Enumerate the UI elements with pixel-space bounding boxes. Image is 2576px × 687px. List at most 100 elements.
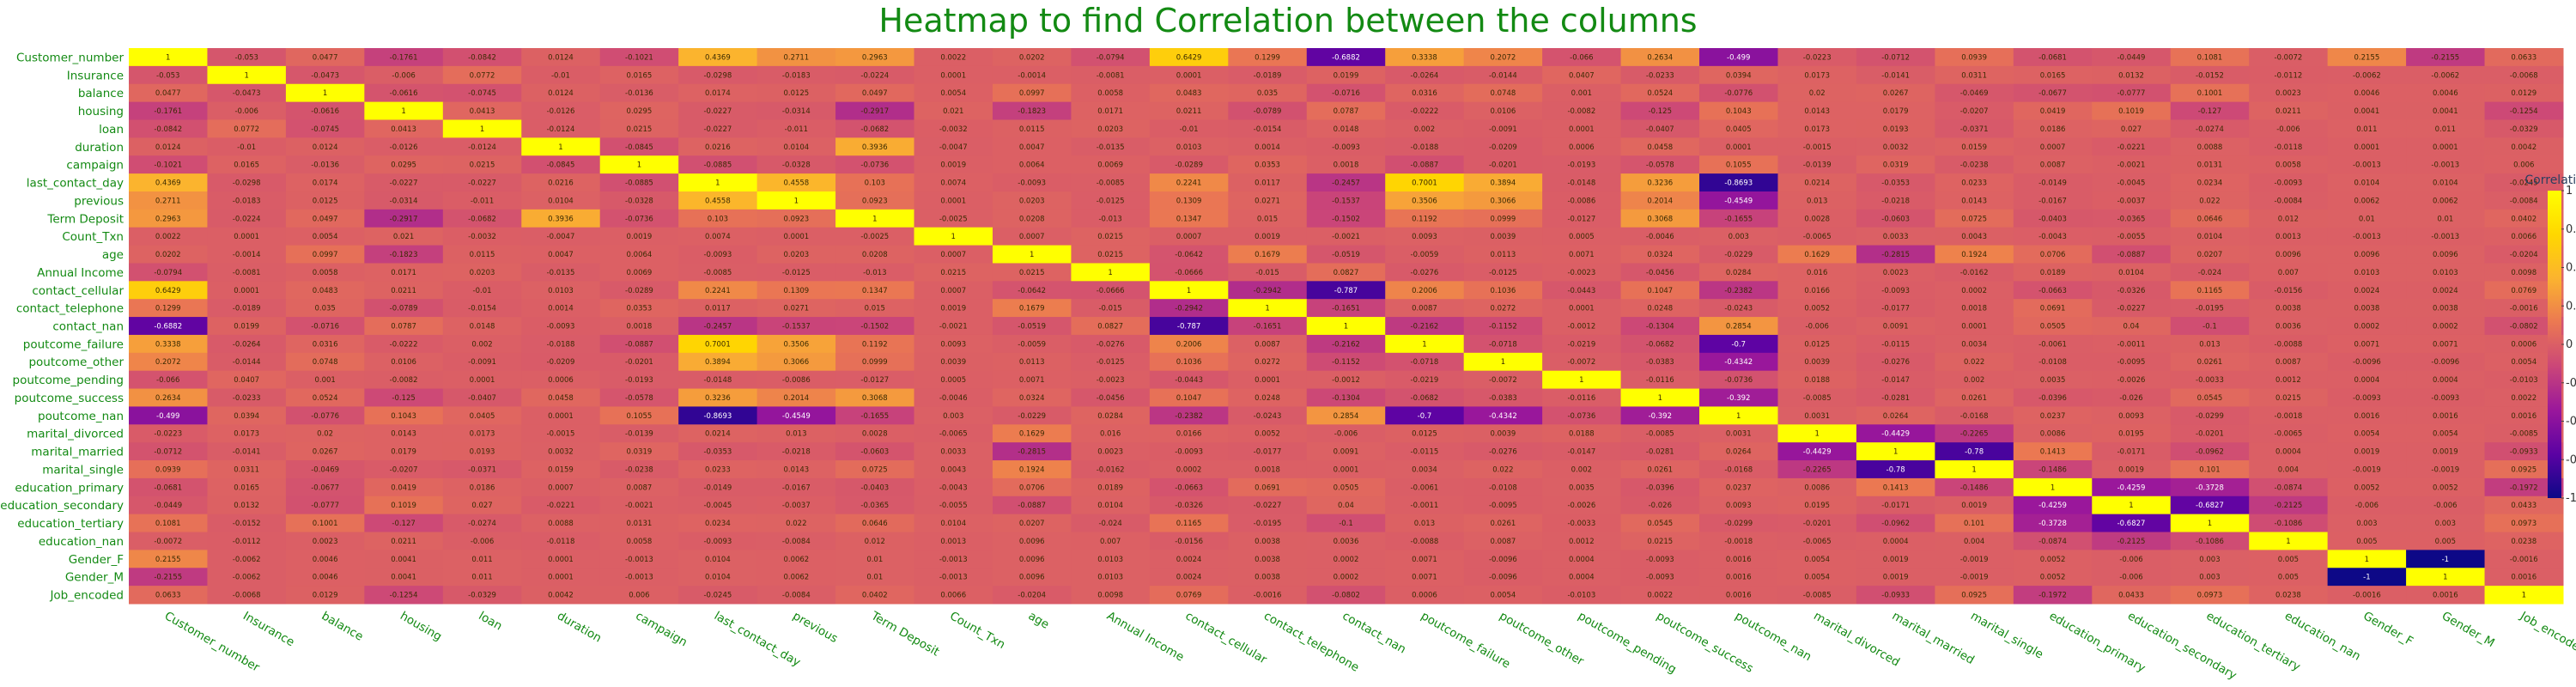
cell-value-label: 0.011	[471, 556, 492, 564]
heatmap-cell	[364, 281, 444, 300]
heatmap-cell	[1228, 281, 1308, 300]
cell-value-label: 0.0019	[1255, 233, 1280, 241]
cell-value-label: -0.0209	[547, 358, 575, 367]
heatmap-cell	[442, 568, 522, 587]
heatmap-cell	[1228, 83, 1308, 103]
heatmap-cell	[1463, 388, 1543, 407]
cell-value-label: -0.0139	[1803, 161, 1832, 170]
cell-value-label: 0.0074	[705, 233, 731, 241]
heatmap-cell	[1935, 424, 2014, 443]
heatmap-cell	[1542, 514, 1622, 533]
cell-value-label: -0.0677	[311, 483, 339, 492]
row-label: age	[102, 248, 124, 262]
heatmap-cell	[2484, 191, 2564, 210]
heatmap-cell	[2406, 155, 2486, 174]
heatmap-cell	[1856, 370, 1935, 390]
cell-value-label: 0.0018	[627, 323, 653, 331]
heatmap-cell	[1856, 263, 1935, 282]
heatmap-cell	[1306, 586, 1386, 605]
heatmap-cell	[364, 209, 444, 228]
cell-value-label: 0.3236	[705, 394, 731, 403]
cell-value-label: 0.013	[1807, 197, 1827, 205]
heatmap-cell	[1385, 263, 1465, 282]
heatmap-cell	[285, 586, 365, 605]
cell-value-label: -0.0663	[1175, 483, 1203, 492]
heatmap-cell	[2406, 227, 2486, 246]
heatmap-cell	[992, 83, 1072, 103]
cell-value-label: -0.0329	[2510, 125, 2538, 134]
heatmap-cell	[442, 83, 522, 103]
cell-value-label: 0.4558	[783, 179, 809, 188]
cell-value-label: 0.2072	[1491, 53, 1516, 62]
heatmap-cell	[756, 137, 836, 156]
heatmap-cell	[1149, 586, 1229, 605]
cell-value-label: 0.0214	[705, 430, 731, 439]
cell-value-label: -0.1537	[1332, 197, 1360, 205]
heatmap-cell	[992, 173, 1072, 192]
cell-value-label: 0.1629	[1019, 430, 1045, 439]
cell-value-label: 0.0203	[1097, 125, 1123, 134]
cell-value-label: 0.012	[865, 538, 885, 546]
heatmap-cell	[1306, 568, 1386, 587]
cell-value-label: -0.0353	[1881, 179, 1910, 188]
column-label: poutcome_nan	[1733, 609, 1814, 664]
heatmap-cell	[1856, 495, 1935, 515]
row-label: Customer_number	[16, 51, 124, 64]
cell-value-label: -0.2162	[1332, 340, 1360, 349]
cell-value-label: 0.0131	[627, 520, 653, 528]
heatmap-cell	[207, 209, 287, 228]
heatmap-cell	[285, 155, 365, 174]
cell-value-label: -0.006	[392, 71, 415, 80]
cell-value-label: -0.0162	[1097, 465, 1125, 474]
cell-value-label: 0.0772	[470, 71, 495, 80]
heatmap-cell	[364, 317, 444, 336]
heatmap-cell	[992, 532, 1072, 550]
heatmap-cell	[2013, 514, 2093, 533]
cell-value-label: -0.0011	[1411, 502, 1439, 510]
cell-value-label: 0.0188	[1804, 376, 1830, 385]
cell-value-label: 0.0413	[470, 107, 495, 116]
heatmap-cell	[2170, 263, 2250, 282]
heatmap-cell	[2092, 245, 2172, 264]
cell-value-label: 0.1001	[2197, 89, 2223, 98]
heatmap-cell	[1856, 532, 1935, 550]
cell-value-label: 0.0007	[940, 251, 966, 259]
heatmap-cell	[2013, 119, 2093, 138]
cell-value-label: -0.0085	[1803, 592, 1832, 600]
cell-value-label: -0.1823	[1018, 107, 1046, 116]
cell-value-label: -0.0365	[2117, 215, 2146, 223]
cell-value-label: 0.0028	[862, 430, 888, 439]
heatmap-cell	[207, 191, 287, 210]
cell-value-label: -0.0887	[1411, 161, 1439, 170]
cell-value-label: 0.0633	[155, 592, 181, 600]
heatmap-cell	[2249, 137, 2329, 156]
cell-value-label: 0.0001	[2433, 143, 2458, 152]
cell-value-label: 0.1036	[1176, 358, 1202, 367]
row-label: Annual Income	[37, 266, 124, 280]
heatmap-cell	[1149, 424, 1229, 443]
heatmap-cell	[1620, 227, 1700, 246]
heatmap-cell	[442, 586, 522, 605]
heatmap-cell	[2170, 568, 2250, 587]
heatmap-cell	[914, 48, 993, 67]
cell-value-label: 0.0433	[2118, 592, 2144, 600]
heatmap-cell	[2484, 532, 2564, 550]
cell-value-label: 0.0353	[1255, 161, 1280, 170]
heatmap-cell	[1463, 477, 1543, 497]
heatmap-cell	[599, 299, 679, 318]
heatmap-cell	[835, 406, 915, 425]
heatmap-cell	[2406, 317, 2486, 336]
heatmap-cell	[992, 388, 1072, 407]
cell-value-label: 0.0023	[313, 538, 338, 546]
heatmap-cell	[1306, 514, 1386, 533]
heatmap-cell	[2406, 263, 2486, 282]
heatmap-cell	[2327, 137, 2407, 156]
heatmap-cell	[521, 209, 601, 228]
cell-value-label: 0.3338	[1412, 53, 1437, 62]
cell-value-label: 0.0042	[548, 592, 574, 600]
cell-value-label: 0.0103	[2354, 269, 2379, 277]
heatmap-cell	[1699, 586, 1778, 605]
cell-value-label: -0.0616	[311, 107, 339, 116]
cell-value-label: -0.1486	[2038, 465, 2067, 474]
row-label: education_secondary	[0, 499, 124, 513]
